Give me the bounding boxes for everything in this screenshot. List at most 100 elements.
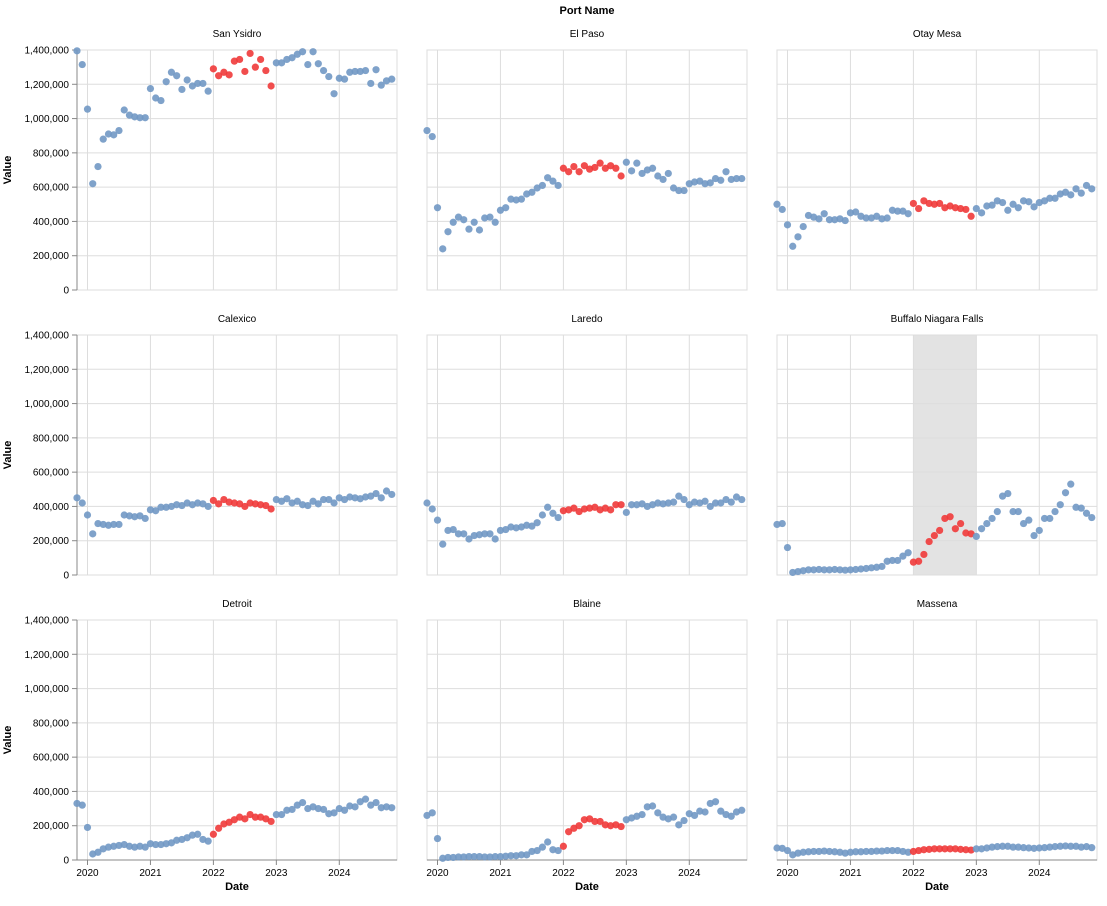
data-point [288, 805, 296, 814]
data-point-highlight [920, 550, 928, 559]
data-point [883, 214, 891, 222]
panel-frame [776, 49, 1098, 291]
data-point [783, 221, 792, 229]
data-point [523, 851, 531, 859]
data-point [804, 566, 813, 574]
data-point [517, 851, 526, 859]
data-point [314, 60, 322, 68]
data-point [272, 59, 280, 67]
data-point [325, 72, 333, 81]
panel-massena: Massena 2020 2021 2022 2023 2024 Date [773, 599, 1098, 893]
panel-calexico: Calexico 0 200,000 400,000 600,000 800,000 1,0… [2, 314, 398, 582]
data-point [1025, 516, 1033, 524]
data-point-highlight [559, 164, 567, 172]
data-point [664, 169, 672, 178]
data-point [382, 487, 391, 495]
data-point [852, 565, 860, 574]
data-point [293, 497, 301, 505]
y-tick-label: 0 [63, 286, 69, 297]
data-point-highlight [215, 72, 223, 80]
data-point [648, 164, 657, 172]
data-point [475, 852, 484, 861]
x-tick-label: 2022 [202, 868, 225, 879]
y-tick-label: 1,400,000 [25, 46, 70, 57]
data-point [638, 169, 646, 178]
data-point [449, 525, 457, 534]
x-tick-label: 2024 [678, 868, 701, 879]
data-point-highlight [617, 172, 625, 180]
data-point-highlight [565, 168, 573, 176]
panel-frame [76, 49, 398, 291]
data-point [972, 845, 980, 853]
data-point [862, 847, 870, 856]
x-axis-title: Date [225, 881, 249, 893]
panel-buffalo-niagara-falls: Buffalo Niagara Falls [773, 314, 1098, 577]
data-point-highlight [262, 501, 270, 510]
data-point [831, 565, 839, 574]
data-point [115, 126, 123, 135]
y-tick-label: 0 [63, 571, 69, 582]
data-point [372, 798, 380, 807]
data-point [836, 566, 844, 574]
data-point [496, 852, 505, 861]
data-point-highlight [936, 526, 944, 535]
data-point [1051, 843, 1059, 851]
data-point [1056, 501, 1064, 509]
data-point [873, 847, 881, 855]
data-point [680, 495, 688, 504]
x-tick-label: 2024 [328, 868, 351, 879]
data-point [157, 96, 165, 105]
data-point [690, 811, 699, 820]
data-point [272, 810, 280, 819]
data-point [778, 519, 786, 528]
data-point [783, 846, 792, 855]
data-point [825, 847, 834, 856]
data-point [1067, 191, 1075, 199]
data-point [554, 513, 562, 522]
data-point [1040, 844, 1049, 852]
panel-title: Otay Mesa [913, 29, 962, 40]
data-point [857, 848, 865, 856]
data-point [83, 105, 92, 113]
data-point [1040, 514, 1049, 523]
data-point [717, 807, 725, 815]
data-point [675, 821, 683, 829]
data-point [904, 549, 912, 557]
data-point [152, 840, 160, 849]
data-point [465, 225, 473, 233]
data-point [867, 847, 876, 856]
panel-frame [776, 619, 1098, 861]
data-point-highlight [957, 845, 965, 853]
data-point [491, 852, 499, 861]
x-tick-label: 2024 [1028, 868, 1051, 879]
data-point [988, 201, 996, 209]
data-point [319, 66, 328, 75]
data-point [94, 162, 102, 171]
data-point [372, 489, 380, 498]
data-point [465, 852, 473, 861]
data-point-highlight [962, 846, 970, 854]
data-point-highlight [925, 845, 933, 853]
panel-title: Massena [917, 599, 958, 610]
data-point [433, 204, 442, 212]
data-point-highlight [575, 822, 583, 830]
data-point [1077, 189, 1085, 197]
data-point [972, 204, 980, 213]
data-point [544, 174, 552, 182]
data-point [717, 499, 725, 507]
data-point [204, 87, 212, 95]
data-point [330, 809, 338, 817]
data-point [778, 205, 786, 214]
data-point [309, 48, 317, 56]
y-tick-label: 1,400,000 [25, 616, 70, 627]
data-point [773, 844, 781, 852]
x-tick-label: 2022 [902, 868, 925, 879]
data-point [1046, 194, 1054, 202]
data-point [162, 78, 170, 86]
data-point [633, 159, 641, 167]
data-point [680, 816, 688, 825]
data-point [1077, 843, 1085, 851]
data-point [1051, 507, 1059, 516]
data-point-highlight [612, 164, 620, 172]
